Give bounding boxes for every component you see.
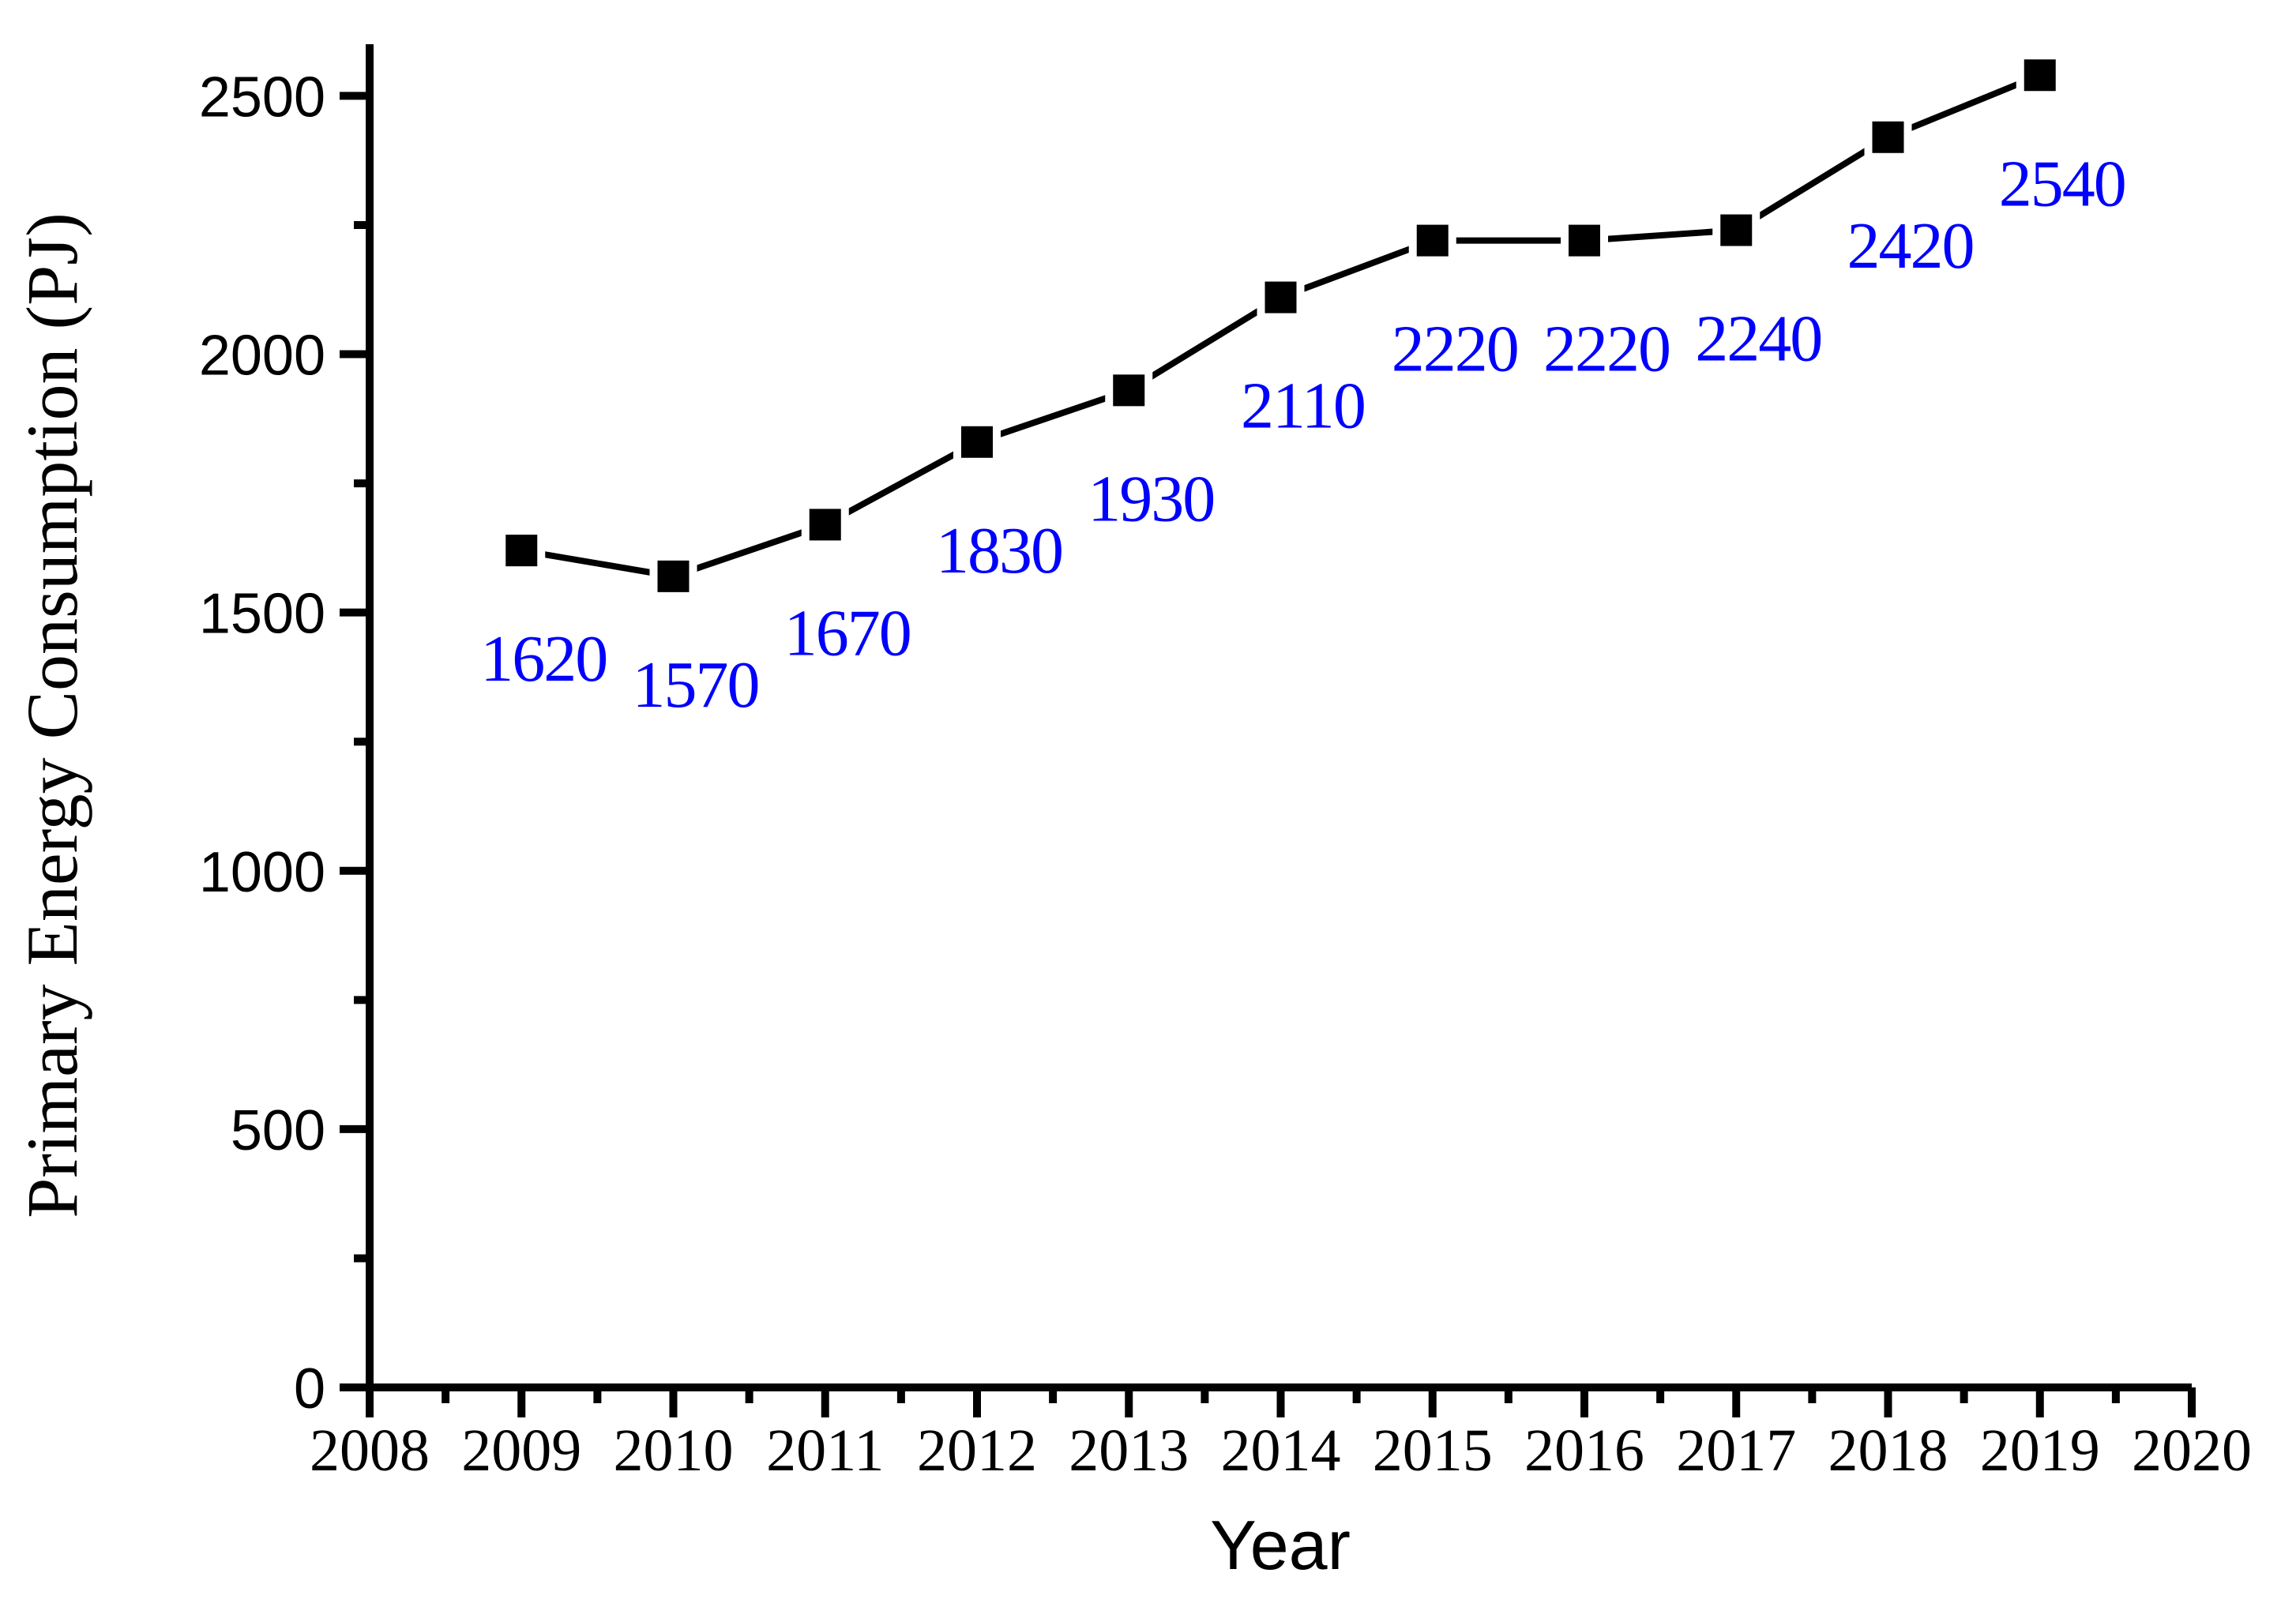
x-tick-label: 2008: [310, 1417, 430, 1484]
data-point-label: 1620: [480, 622, 607, 696]
x-tick-label: 2010: [614, 1417, 734, 1484]
y-tick-label: 1000: [199, 841, 325, 904]
y-tick-label: 2500: [199, 66, 325, 129]
y-tick-label: 2000: [199, 325, 325, 388]
x-tick-label: 2009: [461, 1417, 581, 1484]
data-point-label: 1670: [784, 596, 911, 670]
data-point-label: 2220: [1392, 313, 1518, 386]
y-axis-title: Primary Energy Consumption (PJ): [12, 212, 92, 1218]
data-point-marker: [2024, 59, 2056, 92]
x-tick-label: 2015: [1373, 1417, 1493, 1484]
data-point-marker: [809, 509, 841, 541]
plot-layer: 2008 2009 2010 2011 2012 2013 2014 2015 2016 2017…: [199, 51, 2252, 1484]
x-axis-title: Year: [1210, 1506, 1351, 1584]
data-point-marker: [1872, 121, 1904, 153]
x-tick-label: 2014: [1221, 1417, 1341, 1484]
x-tick-label: 2018: [1828, 1417, 1948, 1484]
x-tick-label: 2017: [1676, 1417, 1796, 1484]
data-point-label: 2110: [1241, 370, 1365, 443]
data-point-marker: [1569, 224, 1600, 257]
data-point-marker: [1264, 281, 1297, 313]
data-point-label: 2540: [1999, 147, 2125, 220]
y-tick-label: 500: [231, 1099, 325, 1162]
data-point-label: 2240: [1695, 302, 1821, 376]
data-point-label: 1930: [1088, 462, 1214, 535]
x-tick-label: 2019: [1980, 1417, 2100, 1484]
x-tick-label: 2013: [1069, 1417, 1189, 1484]
y-tick-label: 0: [294, 1357, 325, 1421]
x-tick-label: 2011: [766, 1417, 884, 1484]
x-tick-label: 2016: [1524, 1417, 1644, 1484]
data-point-marker: [657, 560, 690, 592]
data-point-marker: [505, 535, 538, 567]
data-point-label: 2420: [1847, 209, 1974, 283]
data-point-marker: [1720, 214, 1753, 246]
data-point-marker: [961, 426, 993, 458]
data-point-label: 1830: [936, 514, 1062, 588]
y-tick-label: 1500: [199, 583, 325, 646]
data-point-label: 1570: [633, 648, 759, 722]
data-point-marker: [1416, 224, 1449, 257]
data-point-marker: [1113, 374, 1145, 407]
x-tick-label: 2020: [2132, 1417, 2252, 1484]
data-point-label: 2220: [1543, 313, 1670, 386]
x-tick-label: 2012: [917, 1417, 1037, 1484]
